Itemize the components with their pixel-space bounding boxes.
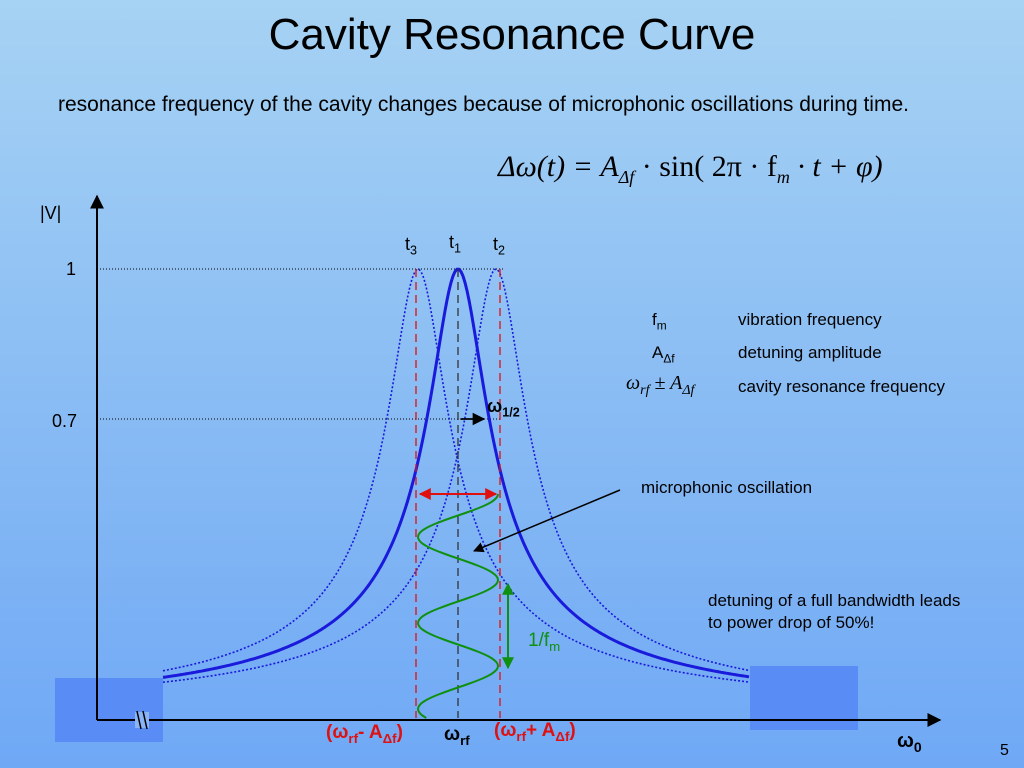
formula-lhs-sub: Δf bbox=[618, 167, 635, 187]
x-axis-label: ω0 bbox=[897, 730, 922, 755]
period-label: 1/fm bbox=[528, 630, 560, 654]
intro-text: resonance frequency of the cavity change… bbox=[58, 93, 909, 116]
x-mark-plus-pre: (ω bbox=[494, 720, 517, 741]
period-label-base: 1/f bbox=[528, 630, 550, 651]
detuned-curve-left bbox=[162, 268, 750, 683]
legend-desc-adf: detuning amplitude bbox=[738, 343, 882, 362]
legend-sym-fm-base: f bbox=[652, 310, 657, 329]
half-width-label: ω1/2 bbox=[487, 396, 520, 420]
axis-break-mark-right bbox=[142, 710, 148, 730]
x-mark-minus-post: ) bbox=[396, 722, 403, 743]
detuning-formula: Δω(t) = AΔf · sin( 2π · fm · t + φ) bbox=[498, 150, 883, 188]
x-axis-label-base: ω bbox=[897, 730, 914, 752]
legend-sym-adf-sub: Δf bbox=[663, 351, 675, 366]
legend-sym-rf-tail: ± A bbox=[649, 372, 683, 394]
time-label-t3-sub: 3 bbox=[410, 243, 418, 258]
half-width-base: ω bbox=[487, 396, 503, 416]
legend-sym-rf-sub: rf bbox=[640, 383, 650, 398]
legend-desc-fm: vibration frequency bbox=[738, 310, 882, 329]
legend-sym-fm-sub: m bbox=[656, 318, 667, 333]
x-mark-plus-sub2: Δf bbox=[555, 728, 570, 744]
time-label-t2: t2 bbox=[493, 234, 505, 258]
x-mark-plus: (ωrf+ AΔf) bbox=[494, 720, 576, 744]
time-label-t1: t1 bbox=[449, 232, 461, 256]
bandwidth-note: detuning of a full bandwidth leads to po… bbox=[708, 591, 961, 632]
x-mark-minus-pre: (ω bbox=[326, 722, 349, 743]
microphonic-pointer bbox=[473, 489, 621, 553]
legend-sym-rf-tail-sub: Δf bbox=[682, 383, 695, 398]
slide-number: 5 bbox=[1000, 742, 1009, 759]
legend-sym-rf-base: ω bbox=[626, 372, 641, 394]
x-mark-minus: (ωrf- AΔf) bbox=[326, 722, 403, 746]
x-mark-plus-mid: + A bbox=[526, 720, 556, 741]
formula-rhs: · t + φ) bbox=[789, 150, 883, 183]
y-tick-07: 0.7 bbox=[52, 411, 78, 431]
time-label-t3-base: t bbox=[405, 234, 411, 254]
x-axis-label-sub: 0 bbox=[913, 739, 922, 755]
slide-title: Cavity Resonance Curve bbox=[268, 10, 756, 59]
time-label-t3: t3 bbox=[405, 234, 417, 258]
legend-sym-adf-base: A bbox=[652, 343, 664, 362]
detuned-curve-right bbox=[162, 268, 750, 683]
x-mark-plus-post: ) bbox=[569, 720, 576, 741]
x-mark-center: ωrf bbox=[444, 724, 470, 748]
time-label-t1-base: t bbox=[449, 232, 455, 252]
main-resonance-curve bbox=[162, 267, 750, 679]
x-mark-center-pre: ω bbox=[444, 724, 461, 745]
legend-sym-adf: AΔf bbox=[652, 343, 675, 365]
x-mark-center-sub: rf bbox=[460, 732, 470, 748]
x-mark-minus-sub2: Δf bbox=[382, 730, 397, 746]
half-width-sub: 1/2 bbox=[502, 405, 520, 420]
legend-sym-fm: fm bbox=[652, 310, 667, 332]
period-label-sub: m bbox=[549, 638, 561, 654]
time-label-t2-sub: 2 bbox=[498, 243, 506, 258]
time-label-t2-base: t bbox=[493, 234, 499, 254]
x-mark-minus-mid: - A bbox=[358, 722, 383, 743]
y-tick-1: 1 bbox=[66, 259, 77, 279]
x-mark-plus-sub1: rf bbox=[516, 728, 526, 744]
formula-mid: · sin( 2π · f bbox=[634, 150, 777, 183]
microphonic-label: microphonic oscillation bbox=[641, 478, 813, 497]
axis-break-mark-left bbox=[136, 710, 142, 730]
y-axis-label: |V| bbox=[40, 203, 62, 223]
formula-lhs: Δω(t) = A bbox=[498, 150, 619, 183]
time-label-t1-sub: 1 bbox=[454, 241, 462, 256]
legend-sym-rf: ωrf ± AΔf bbox=[626, 372, 694, 399]
legend-desc-rf: cavity resonance frequency bbox=[738, 377, 945, 396]
microphonic-sine bbox=[417, 493, 500, 719]
left-corner-box bbox=[55, 678, 163, 742]
formula-mid-sub: m bbox=[776, 167, 790, 187]
x-mark-minus-sub1: rf bbox=[348, 730, 358, 746]
